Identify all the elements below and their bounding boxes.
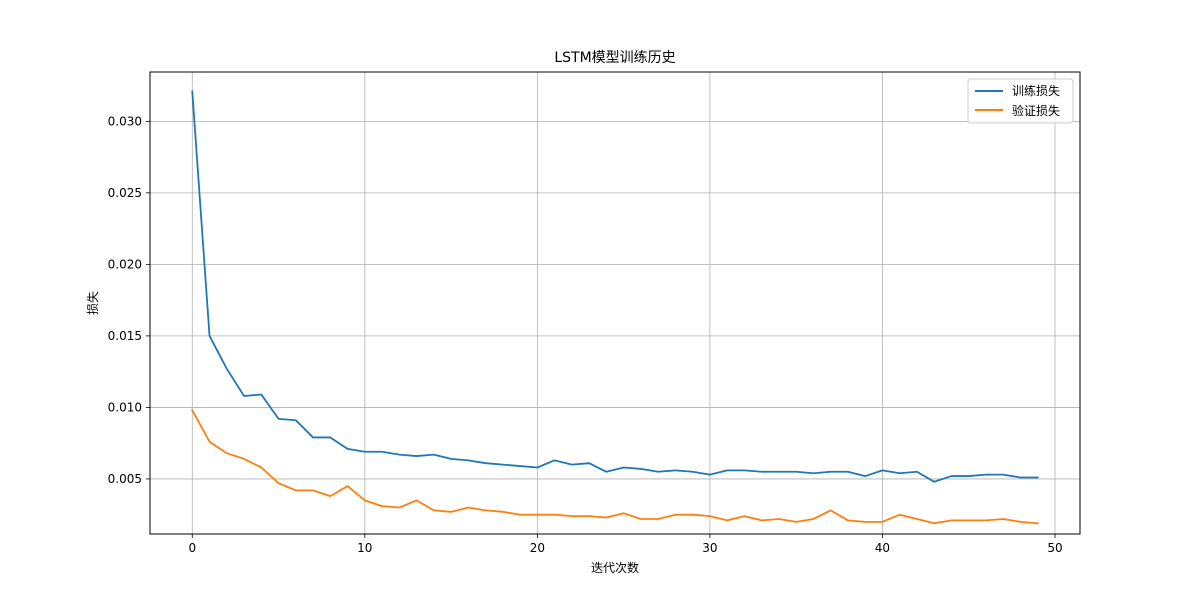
- x-tick-label: 10: [357, 541, 372, 555]
- series-layer: [191, 90, 1039, 525]
- val-loss-line: [191, 409, 1039, 525]
- x-tick-label: 50: [1047, 541, 1062, 555]
- y-tick-label: 0.015: [108, 329, 142, 343]
- plot-frame: [149, 71, 1081, 535]
- y-tick-label: 0.025: [108, 186, 142, 200]
- x-axis: 0 10 20 30 40 50: [188, 534, 1063, 555]
- y-axis-label: 损失: [85, 291, 100, 315]
- grid-lines: [150, 72, 1080, 534]
- chart-title: LSTM模型训练历史: [554, 50, 675, 66]
- legend-label-train: 训练损失: [1012, 83, 1060, 98]
- y-axis: 0.005 0.010 0.015 0.020 0.025 0.030: [108, 114, 150, 486]
- legend: 训练损失 验证损失: [967, 78, 1074, 124]
- y-tick-label: 0.010: [108, 400, 142, 414]
- y-tick-label: 0.030: [108, 114, 142, 128]
- legend-label-val: 验证损失: [1012, 103, 1060, 118]
- x-tick-label: 0: [188, 541, 196, 555]
- x-tick-label: 20: [530, 541, 545, 555]
- x-axis-label: 迭代次数: [591, 560, 639, 575]
- y-tick-label: 0.020: [108, 257, 142, 271]
- x-tick-label: 40: [875, 541, 890, 555]
- train-loss-line: [191, 90, 1039, 483]
- x-tick-label: 30: [702, 541, 717, 555]
- y-tick-label: 0.005: [108, 472, 142, 486]
